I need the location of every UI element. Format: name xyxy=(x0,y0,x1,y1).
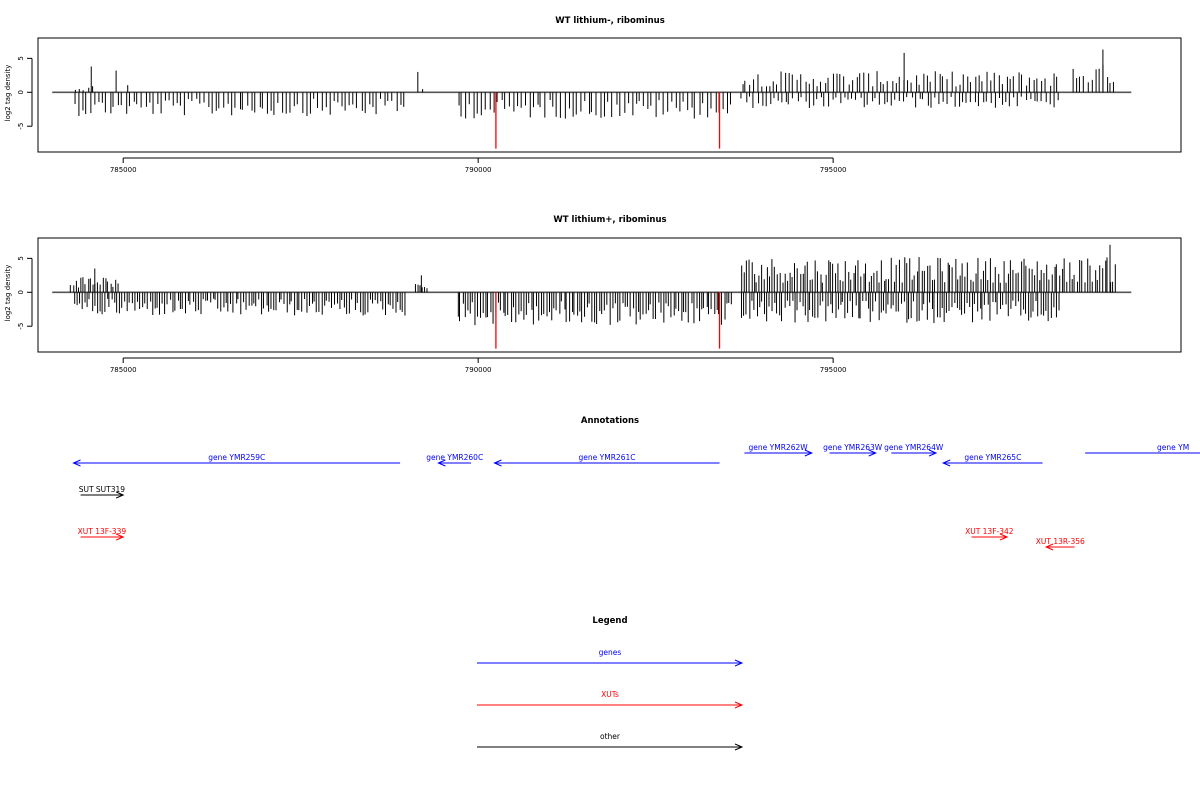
arrowhead-right xyxy=(928,449,938,457)
plot-frame xyxy=(37,237,1182,353)
feature-label: gene YMR259C xyxy=(208,453,265,462)
arrowhead-left xyxy=(437,459,446,467)
gene-feature: gene YM xyxy=(1085,443,1200,454)
feature-label: gene YMR262W xyxy=(749,443,809,452)
annotation-track: Annotations gene YMR259C gene YMR260C gene… xyxy=(72,416,1200,551)
arrowhead-left xyxy=(72,459,81,467)
gene-feature: gene YMR259C xyxy=(72,453,401,467)
legend-arrowhead xyxy=(734,701,744,709)
xut-feature: XUT 13F-339 xyxy=(78,527,127,541)
x-tick-label: 795000 xyxy=(820,366,847,374)
feature-label: gene YM xyxy=(1157,443,1189,452)
arrowhead-right xyxy=(115,533,125,541)
x-tick-label: 785000 xyxy=(110,366,137,374)
legend-title: Legend xyxy=(592,616,627,626)
feature-label: SUT SUT319 xyxy=(79,485,126,494)
feature-label: gene YMR261C xyxy=(579,453,636,462)
legend-entries: genes XUTs other xyxy=(477,648,744,751)
feature-label: XUT 13F-342 xyxy=(965,527,1014,536)
panel-title: WT lithium+, ribominus xyxy=(553,215,666,225)
arrowhead-right xyxy=(115,491,125,499)
x-axis: 785000 790000 795000 xyxy=(110,157,847,174)
y-tick-label: 0 xyxy=(17,90,25,94)
y-tick-label: 5 xyxy=(17,256,25,260)
gene-feature: gene YMR264W xyxy=(884,443,944,457)
arrowhead-right xyxy=(868,449,877,457)
gene-feature: gene YMR262W xyxy=(744,443,814,457)
xut-feature: XUT 13R-356 xyxy=(1036,537,1085,551)
gene-feature: gene YMR260C xyxy=(426,453,483,467)
y-axis: 5 0 -5 xyxy=(17,256,33,330)
other-feature: SUT SUT319 xyxy=(79,485,126,499)
legend-arrowhead xyxy=(734,659,744,667)
y-tick-label: -5 xyxy=(17,123,25,130)
legend-label: XUTs xyxy=(601,690,619,699)
x-tick-label: 790000 xyxy=(465,166,492,174)
arrowhead-right xyxy=(804,449,814,457)
plot-frame xyxy=(37,37,1182,153)
gene-feature: gene YMR261C xyxy=(493,453,720,467)
arrowhead-left xyxy=(941,459,951,467)
legend-label: other xyxy=(600,732,621,741)
annotation-features: gene YMR259C gene YMR260C gene YMR261C gene… xyxy=(72,443,1200,551)
x-tick-label: 790000 xyxy=(465,366,492,374)
legend-entry-gene: genes xyxy=(477,648,744,667)
arrowhead-right xyxy=(999,533,1009,541)
arrowhead-left xyxy=(1044,543,1054,551)
feature-label: gene YMR263W xyxy=(823,443,883,452)
track-panel-lithium-plus: WT lithium+, ribominus log2 tag density … xyxy=(4,215,1182,374)
feature-label: XUT 13F-339 xyxy=(78,527,127,536)
y-tick-label: 0 xyxy=(17,290,25,294)
feature-label: gene YMR265C xyxy=(964,453,1021,462)
feature-label: gene YMR264W xyxy=(884,443,944,452)
feature-label: gene YMR260C xyxy=(426,453,483,462)
y-tick-label: -5 xyxy=(17,323,25,330)
feature-label: XUT 13R-356 xyxy=(1036,537,1085,546)
density-bars xyxy=(52,244,1132,349)
y-axis-label: log2 tag density xyxy=(4,265,12,322)
gene-feature: gene YMR265C xyxy=(941,453,1043,467)
legend-entry-xut: XUTs xyxy=(477,690,744,709)
track-panel-lithium-minus: WT lithium-, ribominus log2 tag density … xyxy=(4,16,1182,174)
x-tick-label: 795000 xyxy=(820,166,847,174)
y-axis-label: log2 tag density xyxy=(4,65,12,122)
gene-feature: gene YMR263W xyxy=(823,443,883,457)
density-bars xyxy=(52,49,1132,149)
y-axis: 5 0 -5 xyxy=(17,56,33,130)
legend-label: genes xyxy=(599,648,622,657)
legend: Legend genes XUTs other xyxy=(477,616,744,751)
x-tick-label: 785000 xyxy=(110,166,137,174)
xut-feature: XUT 13F-342 xyxy=(965,527,1014,541)
arrowhead-left xyxy=(493,459,502,467)
annotations-title: Annotations xyxy=(581,416,639,426)
y-tick-label: 5 xyxy=(17,56,25,60)
x-axis: 785000 790000 795000 xyxy=(110,357,847,374)
legend-entry-other: other xyxy=(477,732,744,751)
panel-title: WT lithium-, ribominus xyxy=(555,16,665,26)
legend-arrowhead xyxy=(734,743,744,751)
